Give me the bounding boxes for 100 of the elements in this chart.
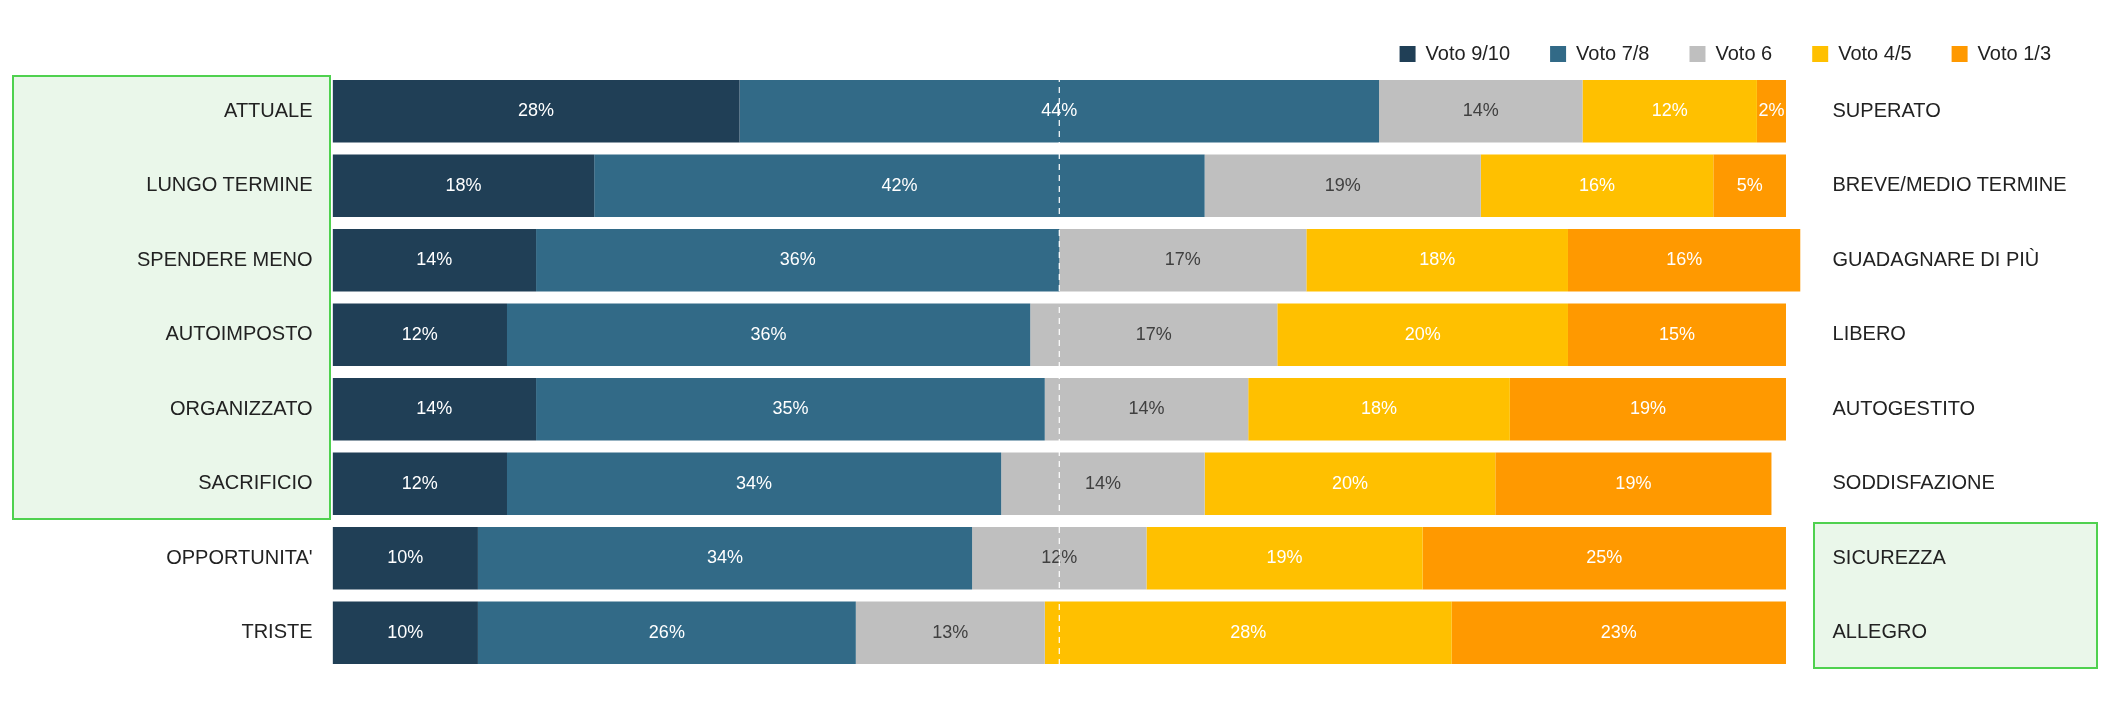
data-label: 5%	[1736, 174, 1763, 195]
data-label: 18%	[445, 174, 482, 195]
bar	[332, 601, 478, 665]
data-label: 12%	[401, 472, 438, 493]
bar	[594, 154, 1205, 218]
y-tick-label: ORGANIZZATO	[169, 396, 313, 419]
data-label: 34%	[706, 547, 744, 568]
y-tick-label: SPENDERE MENO	[136, 247, 313, 270]
data-label: 28%	[518, 100, 555, 121]
y2-tick-label: GUADAGNARE DI PIÙ	[1832, 247, 2040, 270]
y2-tick-label: SICUREZZA	[1832, 545, 1947, 568]
bar	[1277, 303, 1568, 367]
bar	[1756, 79, 1786, 143]
data-label: 12%	[1651, 100, 1688, 121]
legend-label: Voto 1/3	[1977, 41, 2052, 64]
bar	[1713, 154, 1786, 218]
bar	[477, 526, 973, 590]
y-tick-label: SACRIFICIO	[198, 471, 313, 494]
data-label: 35%	[772, 398, 809, 419]
data-label: 17%	[1164, 249, 1201, 270]
bar	[1204, 154, 1481, 218]
legend-label: Voto 7/8	[1576, 41, 1650, 64]
bar	[1204, 452, 1496, 516]
bar	[855, 601, 1045, 665]
data-label: 14%	[416, 249, 453, 270]
data-label: 10%	[387, 547, 424, 568]
data-label: 14%	[1128, 398, 1165, 419]
data-label: 10%	[387, 621, 424, 642]
data-label: 25%	[1586, 547, 1623, 568]
bar	[1044, 601, 1452, 665]
legend-label: Voto 6	[1715, 41, 1773, 64]
data-label: 2%	[1758, 100, 1785, 121]
data-label: 19%	[1629, 398, 1666, 419]
bar	[1480, 154, 1714, 218]
bar	[536, 377, 1045, 441]
bar	[1044, 377, 1249, 441]
bar	[332, 377, 537, 441]
y2-tick-label: BREVE/MEDIO TERMINE	[1832, 173, 2067, 196]
data-label: 23%	[1600, 621, 1637, 642]
bar	[536, 228, 1060, 292]
bar	[1059, 228, 1307, 292]
bar	[332, 452, 507, 516]
bar	[332, 228, 537, 292]
bar	[1567, 303, 1786, 367]
y2-tick-label: ALLEGRO	[1832, 620, 1928, 643]
data-label: 18%	[1419, 249, 1456, 270]
bar	[332, 154, 595, 218]
y2-tick-label: SUPERATO	[1832, 98, 1941, 121]
data-label: 42%	[881, 174, 918, 195]
data-label: 19%	[1266, 547, 1303, 568]
y2-tick-label: AUTOGESTITO	[1832, 396, 1976, 419]
bar	[1451, 601, 1786, 665]
data-label: 26%	[648, 621, 685, 642]
data-label: 15%	[1658, 323, 1695, 344]
bar	[1248, 377, 1510, 441]
y-tick-label: TRISTE	[241, 620, 313, 643]
bar	[1379, 79, 1583, 143]
bar	[332, 526, 478, 590]
y-tick-label: AUTOIMPOSTO	[165, 322, 313, 345]
data-label: 36%	[779, 249, 816, 270]
y-tick-label: LUNGO TERMINE	[146, 173, 313, 196]
data-label: 16%	[1666, 249, 1703, 270]
data-label: 12%	[401, 323, 438, 344]
legend-label: Voto 4/5	[1838, 41, 1912, 64]
bar	[972, 526, 1147, 590]
data-label: 13%	[932, 621, 969, 642]
data-label: 20%	[1404, 323, 1441, 344]
bar	[332, 303, 507, 367]
data-label: 36%	[750, 323, 787, 344]
bar	[1030, 303, 1278, 367]
data-label: 28%	[1230, 621, 1267, 642]
bar	[739, 79, 1380, 143]
bar	[1146, 526, 1423, 590]
data-label: 34%	[736, 472, 773, 493]
data-label: 14%	[1462, 100, 1499, 121]
data-label: 19%	[1615, 472, 1652, 493]
data-label: 19%	[1324, 174, 1361, 195]
data-label: 20%	[1331, 472, 1368, 493]
bar	[507, 303, 1031, 367]
bar	[507, 452, 1002, 516]
y2-tick-label: LIBERO	[1832, 322, 1906, 345]
data-label: 18%	[1361, 398, 1398, 419]
y-tick-label: ATTUALE	[224, 98, 313, 121]
bar	[1001, 452, 1205, 516]
bar	[1306, 228, 1568, 292]
data-label: 14%	[416, 398, 453, 419]
y2-tick-label: SODDISFAZIONE	[1832, 471, 1995, 494]
data-label: 16%	[1579, 174, 1616, 195]
bar	[1567, 228, 1801, 292]
bar	[1582, 79, 1757, 143]
y-tick-label: OPPORTUNITA'	[166, 545, 313, 568]
bar	[477, 601, 856, 665]
data-label: 14%	[1084, 472, 1121, 493]
bar	[1422, 526, 1786, 590]
data-label: 44%	[1041, 100, 1078, 121]
bar	[332, 79, 740, 143]
legend-label: Voto 9/10	[1425, 41, 1511, 64]
data-label: 17%	[1135, 323, 1172, 344]
bar	[1509, 377, 1786, 441]
bar	[1495, 452, 1772, 516]
